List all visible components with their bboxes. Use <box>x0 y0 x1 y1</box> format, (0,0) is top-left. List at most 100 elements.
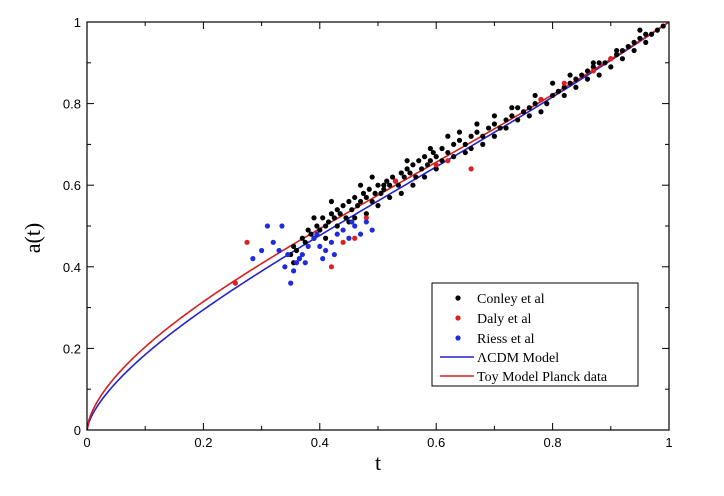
data-point <box>384 178 390 184</box>
data-point <box>349 207 355 213</box>
series-line <box>86 21 670 431</box>
data-point <box>515 105 521 111</box>
data-point <box>357 198 364 205</box>
data-point <box>355 203 361 209</box>
data-point <box>445 158 451 164</box>
data-point <box>474 121 480 127</box>
data-point <box>404 166 410 172</box>
data-point <box>468 166 474 172</box>
data-point <box>314 231 320 237</box>
legend-marker-daly <box>455 315 461 321</box>
data-point <box>340 227 346 233</box>
data-point <box>509 113 515 119</box>
data-point <box>299 235 305 241</box>
data-point <box>550 80 556 86</box>
data-point <box>387 194 393 201</box>
data-point <box>660 23 666 29</box>
data-point <box>293 260 300 266</box>
legend-label-lcdm: ΛCDM Model <box>477 351 559 366</box>
data-point <box>427 145 433 152</box>
data-point <box>631 39 637 46</box>
data-point <box>538 109 544 115</box>
data-point <box>340 239 346 245</box>
data-point <box>293 247 300 254</box>
data-point <box>401 174 407 180</box>
data-point <box>264 223 271 229</box>
data-point <box>430 149 436 156</box>
data-point <box>532 101 538 107</box>
data-point <box>407 170 413 176</box>
data-point <box>328 211 335 217</box>
data-point <box>302 239 308 245</box>
data-point <box>360 190 367 196</box>
data-point <box>352 223 358 229</box>
legend-box <box>431 282 639 387</box>
data-point <box>427 158 433 164</box>
data-point <box>643 39 649 46</box>
data-point <box>410 182 416 188</box>
data-point <box>491 121 497 127</box>
data-point <box>291 268 297 274</box>
data-point <box>608 64 614 70</box>
data-point <box>352 235 358 241</box>
data-point <box>282 264 288 270</box>
data-point <box>369 227 375 233</box>
data-point <box>413 174 419 180</box>
data-point <box>596 60 602 66</box>
data-point <box>480 133 486 139</box>
data-point <box>462 149 468 156</box>
legend-label-conley: Conley et al <box>477 292 545 307</box>
data-point <box>614 47 620 54</box>
data-point <box>270 239 276 245</box>
data-point <box>375 182 381 188</box>
data-point <box>614 52 620 58</box>
data-point <box>366 186 372 192</box>
data-point <box>637 35 643 41</box>
data-point <box>456 129 463 135</box>
data-point <box>544 101 550 107</box>
data-point <box>424 162 431 168</box>
data-point <box>468 145 474 152</box>
data-point <box>619 56 626 62</box>
data-point <box>445 133 451 139</box>
data-point <box>337 211 343 217</box>
legend: Conley et al Daly et al Riess et al ΛCDM… <box>431 282 639 387</box>
data-point <box>456 137 463 143</box>
x-tick-label: 0 <box>83 435 90 450</box>
y-tick-label: 0.2 <box>63 341 81 356</box>
data-point <box>340 203 346 209</box>
data-point <box>250 256 256 262</box>
y-tick-label: 0.8 <box>63 97 81 112</box>
data-point <box>349 219 355 225</box>
data-point <box>363 215 369 221</box>
data-point <box>334 223 340 229</box>
data-point <box>637 27 643 33</box>
data-point <box>357 182 364 188</box>
y-tick-label: 0 <box>74 423 81 438</box>
data-point <box>439 158 445 164</box>
data-point <box>378 190 384 196</box>
data-point <box>550 92 556 99</box>
data-point <box>608 56 614 62</box>
data-point <box>410 162 416 168</box>
data-point <box>343 215 349 221</box>
data-point <box>372 190 378 196</box>
data-point <box>299 251 305 258</box>
y-axis-title: a(t) <box>20 223 45 254</box>
data-point <box>328 239 335 245</box>
data-point <box>311 235 317 241</box>
data-point <box>433 154 439 160</box>
data-point <box>244 239 250 245</box>
data-point <box>468 133 474 139</box>
data-point <box>305 243 311 249</box>
data-point <box>567 80 573 86</box>
legend-label-daly: Daly et al <box>477 312 532 327</box>
data-point <box>573 76 579 82</box>
x-tick-label: 1 <box>665 435 672 450</box>
data-point <box>573 84 579 90</box>
data-point <box>363 211 369 217</box>
data-point <box>491 133 497 139</box>
data-point <box>631 47 637 54</box>
